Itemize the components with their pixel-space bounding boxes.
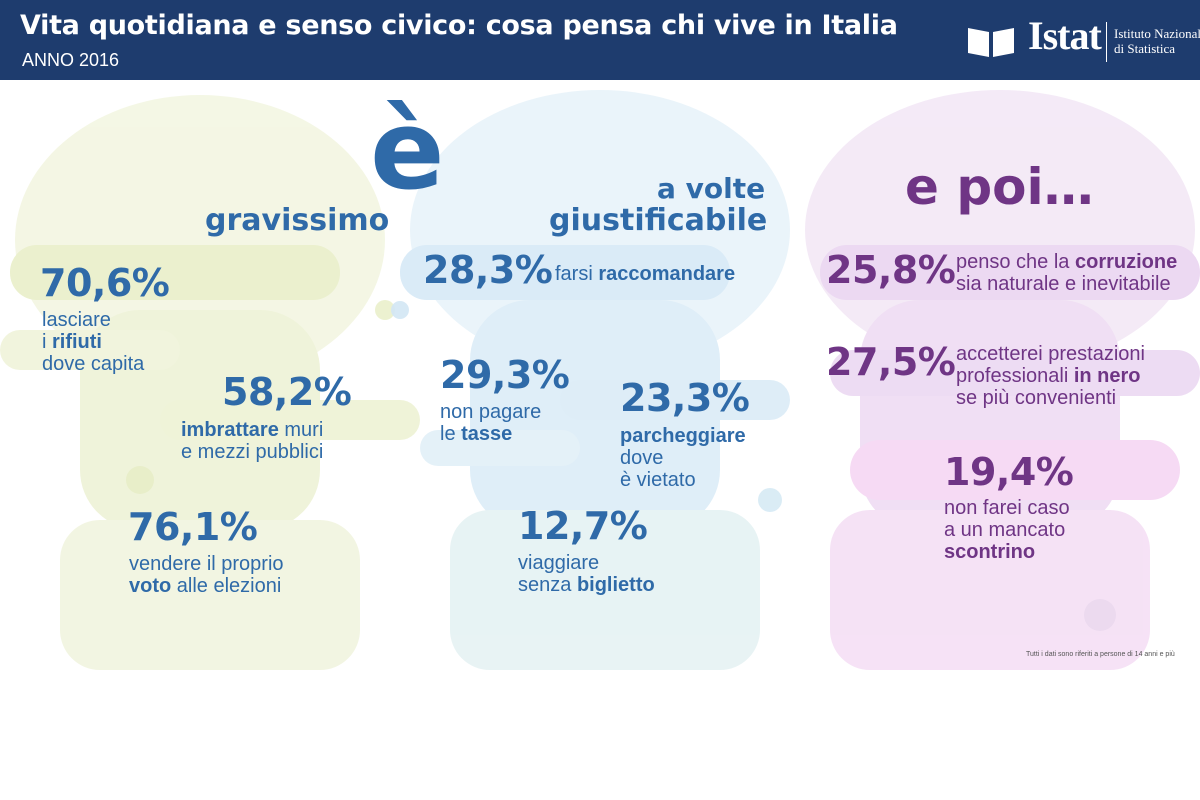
label-biglietto: viaggiare senza biglietto — [518, 552, 655, 596]
value-corruzione: 25,8% — [826, 248, 956, 292]
heading-giustificabile: giustificabile — [549, 203, 768, 238]
value-nero: 27,5% — [826, 340, 956, 384]
istat-logo-name: Istat — [1028, 13, 1102, 58]
label-corruzione: penso che la corruzione sia naturale e i… — [956, 251, 1178, 295]
value-voto: 76,1% — [128, 505, 258, 549]
heading-accent-e: è — [370, 86, 445, 214]
label-rifiuti: lasciare i rifiuti dove capita — [42, 309, 145, 375]
value-tasse: 29,3% — [440, 353, 570, 397]
head-silhouette-3 — [805, 90, 1200, 670]
value-raccomandare: 28,3% — [423, 248, 553, 292]
value-rifiuti: 70,6% — [40, 261, 170, 305]
page-title: Vita quotidiana e senso civico: cosa pen… — [20, 10, 898, 41]
value-biglietto: 12,7% — [518, 504, 648, 548]
value-parcheggiare: 23,3% — [620, 376, 750, 420]
label-voto: vendere il proprio voto alle elezioni — [129, 553, 284, 597]
label-nero: accetterei prestazioni professionali in … — [956, 343, 1145, 409]
head-silhouette-1 — [0, 95, 420, 670]
value-scontrino: 19,4% — [944, 450, 1074, 494]
footnote: Tutti i dati sono riferiti a persone di … — [1026, 651, 1175, 658]
label-raccomandare: farsi raccomandare — [555, 263, 736, 285]
label-scontrino: non farei caso a un mancato scontrino — [944, 497, 1070, 563]
label-parcheggiare: parcheggiare dove è vietato — [620, 425, 746, 491]
heading-gravissimo: gravissimo — [205, 203, 390, 238]
heading-a-volte: a volte — [657, 172, 766, 205]
heading-e-poi: e poi… — [905, 158, 1094, 216]
logo-divider — [1106, 22, 1107, 62]
istat-logo-icon — [968, 28, 1014, 57]
decorative-heads-background — [0, 90, 1200, 670]
istat-institute-name: Istituto Nazionale di Statistica — [1114, 26, 1200, 56]
label-imbrattare: imbrattare muri e mezzi pubblici — [181, 419, 324, 463]
head-silhouette-2 — [391, 90, 790, 670]
value-imbrattare: 58,2% — [222, 370, 352, 414]
page-subtitle-year: ANNO 2016 — [22, 50, 120, 70]
label-tasse: non pagare le tasse — [440, 401, 542, 445]
header-bar: Vita quotidiana e senso civico: cosa pen… — [0, 0, 1200, 80]
